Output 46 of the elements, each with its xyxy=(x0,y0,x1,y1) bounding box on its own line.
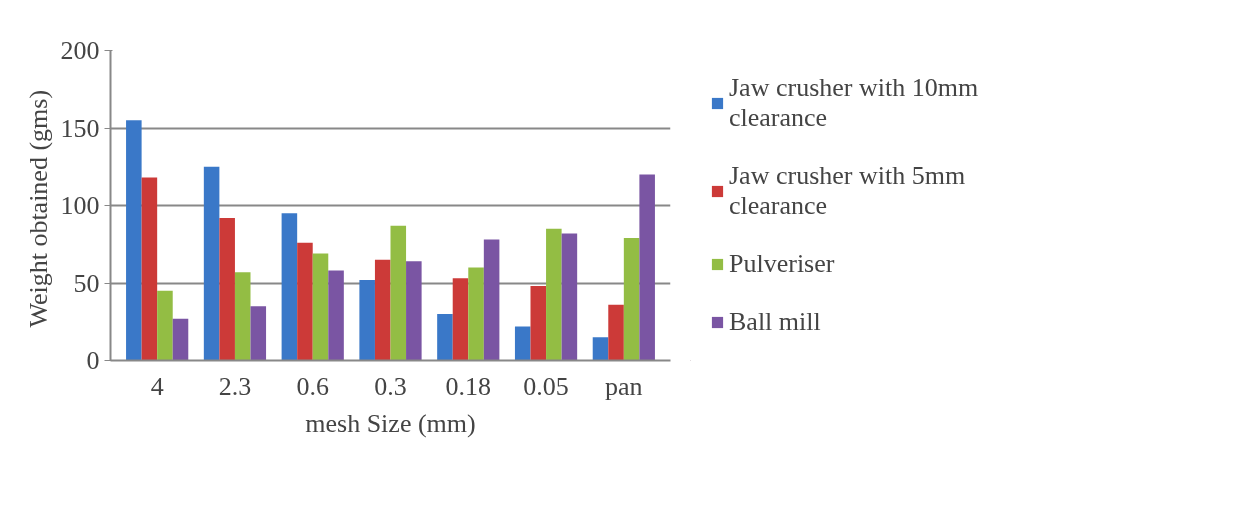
bar xyxy=(172,318,189,361)
x-tick-label: 4 xyxy=(150,371,164,401)
legend-label: Jaw crusher with 5mm clearance xyxy=(729,161,966,221)
bar xyxy=(328,270,344,361)
bar xyxy=(639,174,655,361)
y-axis-title: Weight obtained (gms) xyxy=(23,89,53,328)
y-tick-label: 0 xyxy=(86,346,100,375)
bar xyxy=(250,306,267,361)
legend-label: Jaw crusher with 10mm clearance xyxy=(729,73,979,133)
y-tick-label: 50 xyxy=(73,268,100,298)
bar xyxy=(359,279,375,361)
bar xyxy=(561,233,578,361)
bar xyxy=(468,267,484,361)
legend-label: Pulveriser xyxy=(729,249,835,279)
x-tick-label: 0.18 xyxy=(445,371,492,401)
bar xyxy=(514,326,531,361)
bar xyxy=(157,290,173,361)
bar xyxy=(312,253,329,361)
bar xyxy=(608,304,624,361)
bar xyxy=(483,239,500,361)
x-tick-label: 2.3 xyxy=(218,371,252,401)
x-tick-label: 0.3 xyxy=(374,371,407,401)
y-tick-label: 150 xyxy=(60,113,100,143)
bar xyxy=(546,228,562,361)
bar xyxy=(297,242,313,361)
legend-label: Ball mill xyxy=(729,307,821,337)
bar xyxy=(374,259,391,361)
bar xyxy=(390,225,407,361)
bar xyxy=(141,177,158,361)
bar xyxy=(530,286,547,361)
x-tick-label: 0.6 xyxy=(296,371,329,401)
x-tick-label: 0.05 xyxy=(523,371,569,401)
bar xyxy=(203,166,220,361)
y-tick-label: 200 xyxy=(60,36,100,65)
bar xyxy=(452,278,469,361)
x-axis-title: mesh Size (mm) xyxy=(305,408,476,438)
bar xyxy=(126,120,142,361)
bar xyxy=(281,213,298,361)
bar xyxy=(219,217,235,361)
y-tick-label: 100 xyxy=(60,191,100,220)
bar xyxy=(623,238,640,361)
x-tick-label: pan xyxy=(605,371,643,401)
bar xyxy=(592,337,609,361)
bar xyxy=(406,261,422,361)
bar xyxy=(437,314,453,361)
bar xyxy=(234,272,251,361)
